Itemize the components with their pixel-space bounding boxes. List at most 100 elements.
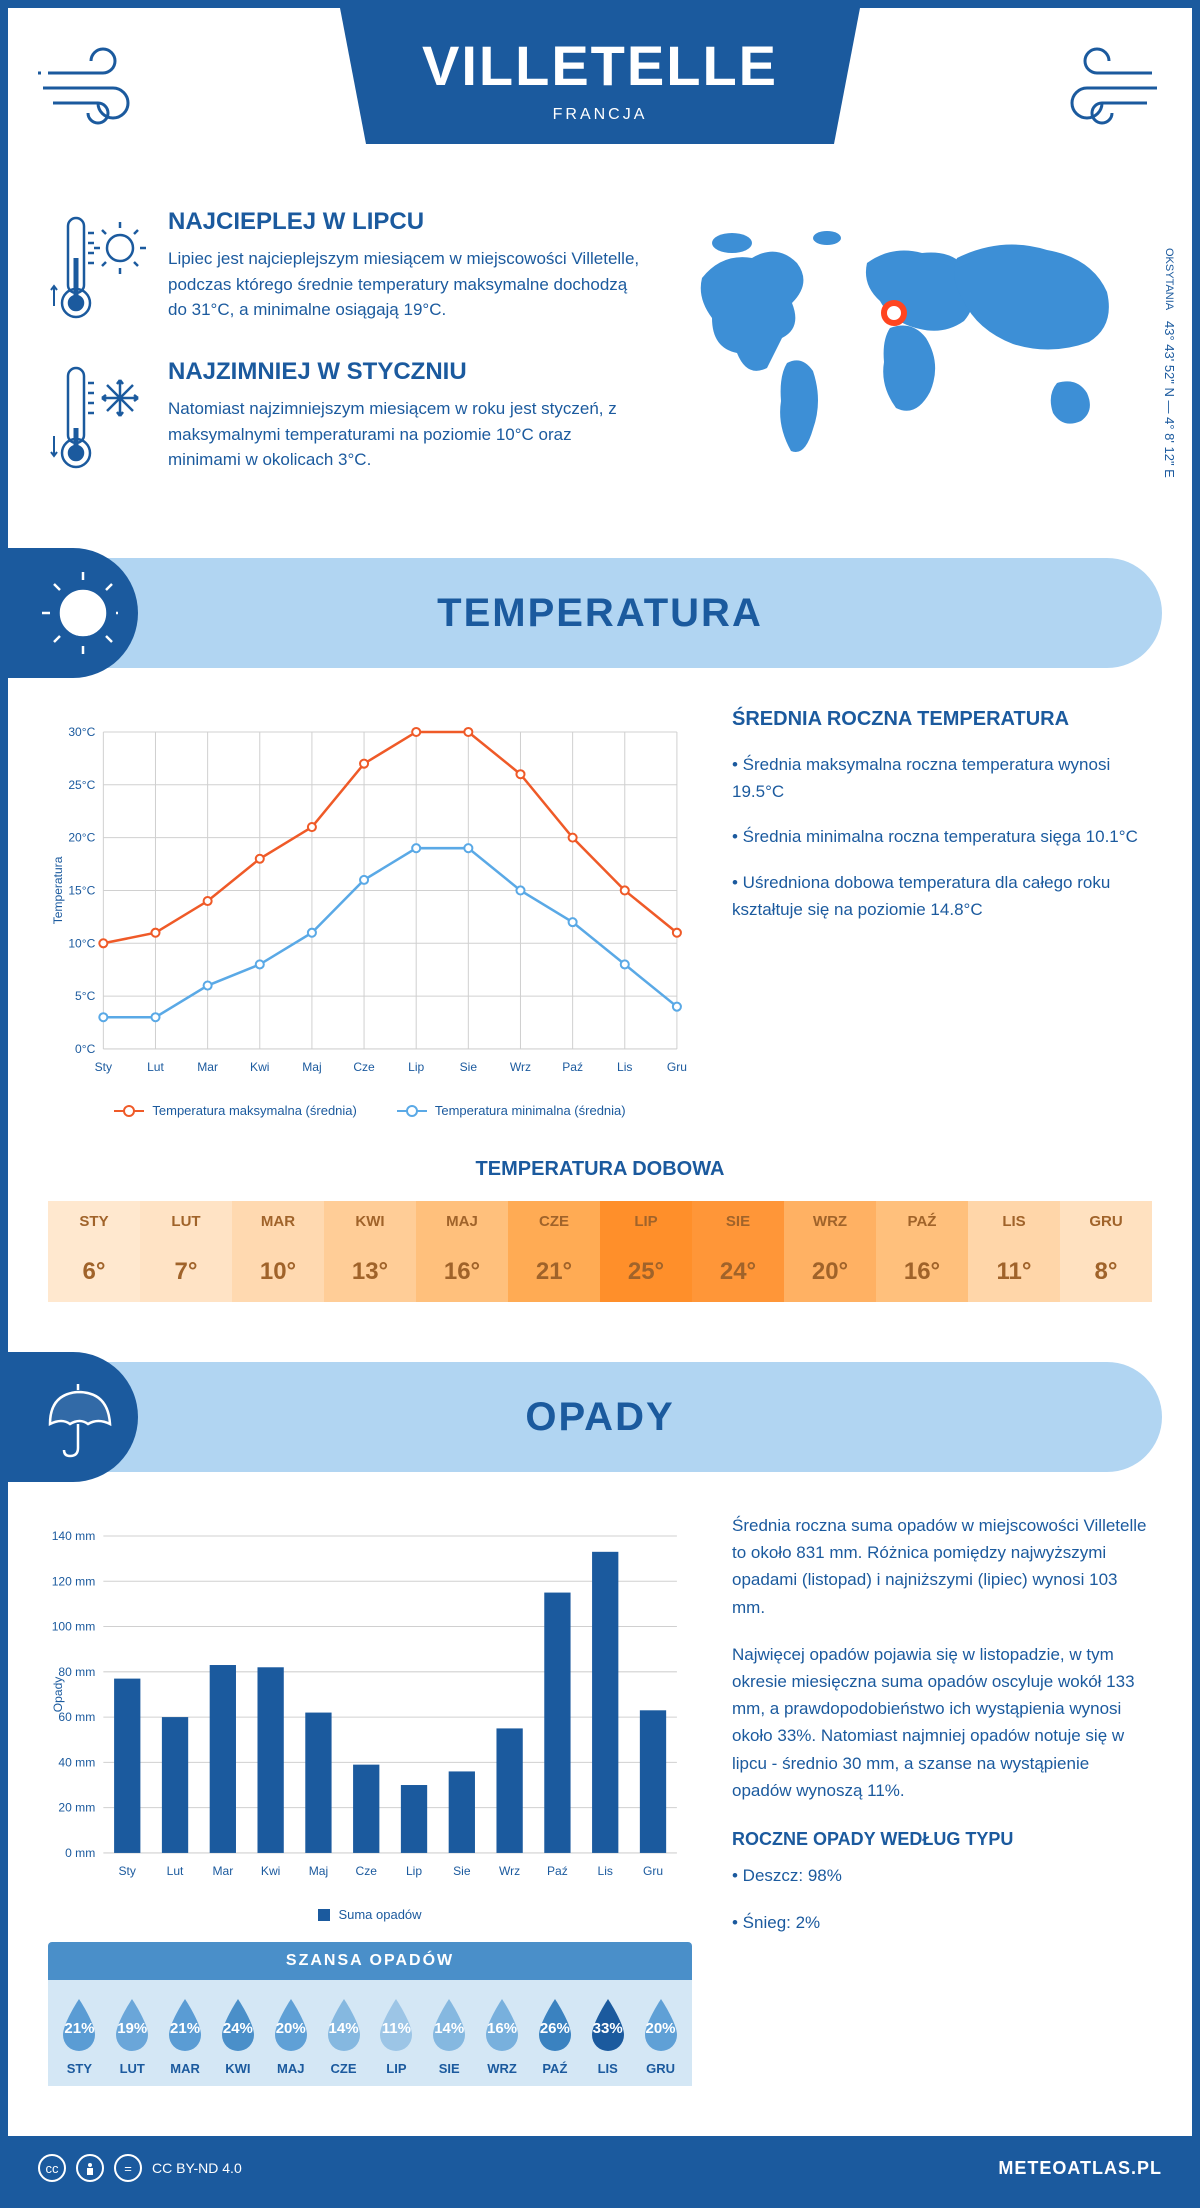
coordinates: OKSYTANIA 43° 43' 52" N — 4° 8' 12" E [1162, 248, 1177, 478]
rain-drop-cell: 14% SIE [423, 1995, 476, 2076]
nd-icon: = [114, 2154, 142, 2182]
month-value-cell: 20° [784, 1242, 876, 1302]
svg-text:Cze: Cze [356, 1864, 378, 1878]
svg-text:Kwi: Kwi [250, 1060, 269, 1074]
svg-text:Lip: Lip [408, 1060, 424, 1074]
rain-drop-cell: 24% KWI [211, 1995, 264, 2076]
svg-text:Gru: Gru [667, 1060, 687, 1074]
thermometer-snow-icon [48, 358, 148, 478]
month-header-cell: SIE [692, 1201, 784, 1242]
month-value-cell: 6° [48, 1242, 140, 1302]
daily-temp-table: TEMPERATURA DOBOWA STYLUTMARKWIMAJCZELIP… [8, 1138, 1192, 1342]
svg-text:Sty: Sty [119, 1864, 136, 1878]
legend-min: Temperatura minimalna (średnia) [435, 1103, 626, 1118]
svg-text:Mar: Mar [212, 1864, 233, 1878]
svg-text:Paź: Paź [562, 1060, 583, 1074]
svg-text:15°C: 15°C [68, 883, 95, 897]
wind-icon-left [38, 38, 158, 138]
precipitation-title: OPADY [525, 1395, 674, 1440]
legend-max: Temperatura maksymalna (średnia) [152, 1103, 356, 1118]
month-value-cell: 16° [876, 1242, 968, 1302]
precip-text-2: Najwięcej opadów pojawia się w listopadz… [732, 1641, 1152, 1804]
svg-text:Sie: Sie [460, 1060, 478, 1074]
month-header-cell: PAŹ [876, 1201, 968, 1242]
svg-text:Lis: Lis [597, 1864, 612, 1878]
svg-text:Lut: Lut [167, 1864, 184, 1878]
location-title: VILLETELLE [340, 33, 860, 98]
precip-type-title: ROCZNE OPADY WEDŁUG TYPU [732, 1829, 1152, 1850]
svg-text:30°C: 30°C [68, 725, 95, 739]
month-value-cell: 11° [968, 1242, 1060, 1302]
month-value-cell: 25° [600, 1242, 692, 1302]
month-value-cell: 10° [232, 1242, 324, 1302]
map-container: OKSYTANIA 43° 43' 52" N — 4° 8' 12" E [672, 208, 1152, 508]
svg-text:Sie: Sie [453, 1864, 471, 1878]
precip-type-snow: • Śnieg: 2% [732, 1909, 1152, 1936]
footer: cc = CC BY-ND 4.0 METEOATLAS.PL [8, 2136, 1192, 2200]
svg-text:40 mm: 40 mm [58, 1755, 95, 1769]
coldest-block: NAJZIMNIEJ W STYCZNIU Natomiast najzimni… [48, 358, 642, 478]
warmest-text: Lipiec jest najcieplejszym miesiącem w m… [168, 246, 642, 323]
svg-text:Lis: Lis [617, 1060, 632, 1074]
temperature-chart: 0°C5°C10°C15°C20°C25°C30°CStyLutMarKwiMa… [48, 708, 692, 1118]
coords-value: 43° 43' 52" N — 4° 8' 12" E [1162, 321, 1177, 478]
thermometer-sun-icon [48, 208, 148, 328]
svg-text:5°C: 5°C [75, 989, 96, 1003]
rain-chance-table: SZANSA OPADÓW 21% STY 19% LUT 2 [48, 1942, 692, 2086]
rain-drop-cell: 21% MAR [159, 1995, 212, 2076]
rain-drop-cell: 21% STY [53, 1995, 106, 2076]
warmest-block: NAJCIEPLEJ W LIPCU Lipiec jest najcieple… [48, 208, 642, 328]
month-value-cell: 13° [324, 1242, 416, 1302]
svg-text:Paź: Paź [547, 1864, 568, 1878]
svg-text:120 mm: 120 mm [52, 1574, 96, 1588]
month-header-cell: KWI [324, 1201, 416, 1242]
svg-text:Cze: Cze [353, 1060, 375, 1074]
svg-text:Sty: Sty [95, 1060, 112, 1074]
rain-drop-cell: 11% LIP [370, 1995, 423, 2076]
precipitation-banner: OPADY [38, 1362, 1162, 1472]
temperature-info: ŚREDNIA ROCZNA TEMPERATURA • Średnia mak… [732, 708, 1152, 1118]
rain-drop-cell: 16% WRZ [476, 1995, 529, 2076]
temp-bullet-1: • Średnia minimalna roczna temperatura s… [732, 823, 1152, 850]
precip-text-1: Średnia roczna suma opadów w miejscowośc… [732, 1512, 1152, 1621]
svg-text:Kwi: Kwi [261, 1864, 280, 1878]
month-value-cell: 16° [416, 1242, 508, 1302]
svg-text:140 mm: 140 mm [52, 1529, 96, 1543]
rain-drop-cell: 19% LUT [106, 1995, 159, 2076]
svg-text:10°C: 10°C [68, 936, 95, 950]
svg-text:20°C: 20°C [68, 831, 95, 845]
rain-drop-cell: 26% PAŹ [528, 1995, 581, 2076]
svg-text:25°C: 25°C [68, 778, 95, 792]
precip-legend: Suma opadów [48, 1907, 692, 1922]
month-header-cell: WRZ [784, 1201, 876, 1242]
warmest-title: NAJCIEPLEJ W LIPCU [168, 208, 642, 236]
coldest-text: Natomiast najzimniejszym miesiącem w rok… [168, 396, 642, 473]
svg-text:Gru: Gru [643, 1864, 663, 1878]
site-name: METEOATLAS.PL [998, 2158, 1162, 2179]
svg-text:Opady: Opady [51, 1677, 65, 1713]
svg-text:Wrz: Wrz [499, 1864, 520, 1878]
temp-info-title: ŚREDNIA ROCZNA TEMPERATURA [732, 708, 1152, 731]
page-root: VILLETELLE FRANCJA [0, 0, 1200, 2208]
header: VILLETELLE FRANCJA [8, 8, 1192, 188]
region-label: OKSYTANIA [1163, 248, 1175, 310]
rain-drop-cell: 20% MAJ [264, 1995, 317, 2076]
rain-chance-title: SZANSA OPADÓW [48, 1942, 692, 1980]
month-value-cell: 21° [508, 1242, 600, 1302]
rain-drop-cell: 14% CZE [317, 1995, 370, 2076]
temp-bullet-0: • Średnia maksymalna roczna temperatura … [732, 751, 1152, 805]
svg-text:Maj: Maj [302, 1060, 321, 1074]
month-header-cell: MAR [232, 1201, 324, 1242]
precipitation-chart: 0 mm20 mm40 mm60 mm80 mm100 mm120 mm140 … [48, 1512, 692, 2086]
coldest-title: NAJZIMNIEJ W STYCZNIU [168, 358, 642, 386]
rain-drop-cell: 20% GRU [634, 1995, 687, 2076]
sun-icon [28, 568, 118, 658]
intro-section: NAJCIEPLEJ W LIPCU Lipiec jest najcieple… [8, 188, 1192, 538]
title-banner: VILLETELLE FRANCJA [340, 8, 860, 144]
temp-bullet-2: • Uśredniona dobowa temperatura dla całe… [732, 869, 1152, 923]
month-header-cell: CZE [508, 1201, 600, 1242]
world-map-icon [672, 208, 1152, 488]
svg-text:Wrz: Wrz [510, 1060, 531, 1074]
temperature-banner: TEMPERATURA [38, 558, 1162, 668]
month-value-cell: 8° [1060, 1242, 1152, 1302]
